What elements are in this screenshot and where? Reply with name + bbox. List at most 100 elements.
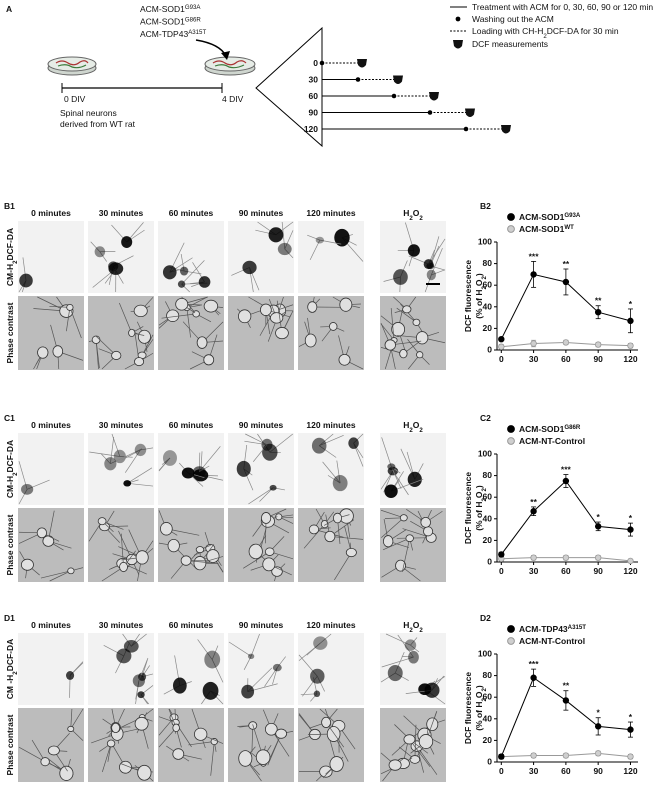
cell-body	[66, 303, 74, 311]
neurite	[124, 449, 141, 473]
neurite	[390, 308, 395, 341]
text-part: 2	[409, 427, 413, 434]
neurite	[119, 302, 133, 334]
text-part: A315T	[568, 624, 587, 631]
y-tick-label: 20	[483, 735, 493, 745]
y-axis-label: DCF fluorescence	[463, 260, 473, 333]
cell-body	[348, 437, 359, 449]
text-part: 2	[543, 33, 547, 40]
cell-body	[382, 535, 394, 548]
row-label: Phase contrast	[5, 302, 15, 363]
x-tick-label: 30	[529, 354, 539, 364]
y-tick-label: 80	[483, 670, 493, 680]
data-point	[498, 753, 505, 760]
cell-body	[180, 555, 192, 566]
text-part: 2	[409, 627, 413, 634]
cell-body	[195, 546, 205, 554]
neurite	[410, 637, 418, 646]
neurite	[329, 536, 364, 540]
acm-label: ACM-SOD1G93A	[140, 4, 201, 15]
legend-marker	[507, 225, 515, 233]
cell-body	[405, 534, 414, 543]
text-part: ACM-SOD1	[140, 17, 185, 27]
text-part: 2	[481, 698, 488, 702]
data-point	[627, 557, 634, 565]
neurite	[259, 487, 274, 502]
cell-body	[264, 722, 278, 736]
neurite	[381, 656, 414, 668]
panel-label: D2	[480, 613, 491, 623]
y-tick-label: 40	[483, 301, 493, 311]
cell-body	[338, 353, 351, 366]
cell-body	[307, 301, 318, 313]
text-part: 2	[481, 275, 488, 279]
data-point	[562, 554, 570, 561]
neurite	[18, 746, 46, 762]
x-tick-label: 30	[529, 566, 539, 576]
cell-body	[268, 227, 284, 243]
data-point	[530, 271, 537, 278]
cell-body	[415, 331, 429, 345]
text-part: )	[474, 273, 484, 276]
neurite	[127, 467, 153, 484]
column-header: 120 minutes	[306, 620, 355, 630]
neurite	[431, 247, 443, 276]
micrograph	[228, 708, 294, 782]
text-part: H	[403, 420, 409, 430]
cell-body	[166, 309, 180, 322]
cell-body	[236, 460, 251, 477]
neurite	[380, 323, 395, 341]
neurite	[140, 447, 154, 451]
culture-dish	[204, 56, 256, 76]
legend-label: ACM-TDP43A315T	[519, 624, 586, 635]
text-part: (% of H	[474, 702, 484, 731]
cell-body	[123, 480, 132, 487]
legend-label: ACM-NT-Control	[519, 636, 585, 646]
text-part: O	[413, 420, 420, 430]
micrograph	[18, 296, 84, 370]
cell-body	[407, 244, 420, 257]
neurite	[110, 448, 143, 465]
acm-label: ACM-SOD1G86R	[140, 16, 201, 27]
text-part: ACM-TDP43	[140, 29, 188, 39]
neurite	[18, 489, 28, 505]
neurite	[121, 449, 141, 461]
legend-text: Loading with CH-H2DCF-DA for 30 min	[472, 26, 619, 40]
cell-body	[315, 236, 324, 244]
data-point	[530, 340, 537, 347]
x-tick-label: 60	[561, 766, 571, 776]
y-tick-label: 0	[487, 757, 492, 767]
neurite	[18, 461, 28, 490]
neurite	[392, 470, 409, 496]
series-line	[500, 480, 631, 555]
cell-body	[238, 309, 252, 324]
cell-body	[416, 351, 424, 359]
neurite	[322, 461, 341, 484]
cell-body	[108, 262, 124, 275]
neurite	[428, 238, 446, 265]
data-point	[627, 526, 634, 533]
cell-body	[426, 269, 436, 281]
text-part: 2	[409, 215, 413, 222]
x-tick-label: 0	[499, 566, 504, 576]
neurite	[410, 644, 420, 653]
cell-body	[134, 443, 147, 457]
data-point	[562, 278, 570, 286]
text-part: 2	[419, 627, 423, 634]
cell-body	[313, 690, 321, 698]
column-header: 0 minutes	[31, 208, 71, 218]
cell-body	[262, 557, 276, 572]
micrograph	[380, 221, 446, 293]
neurite	[66, 307, 71, 332]
cell-body	[91, 335, 101, 344]
neurite	[307, 234, 320, 241]
y-axis-label: (% of H2O2)	[474, 685, 488, 731]
column-header: 120 minutes	[306, 420, 355, 430]
arrow-head	[221, 51, 230, 60]
text-part: CM-H	[5, 264, 15, 286]
cell-body	[320, 520, 329, 529]
data-point	[594, 554, 602, 561]
cell-body	[311, 437, 327, 454]
neurite	[120, 533, 124, 568]
legend-label: ACM-SOD1WT	[519, 224, 574, 235]
